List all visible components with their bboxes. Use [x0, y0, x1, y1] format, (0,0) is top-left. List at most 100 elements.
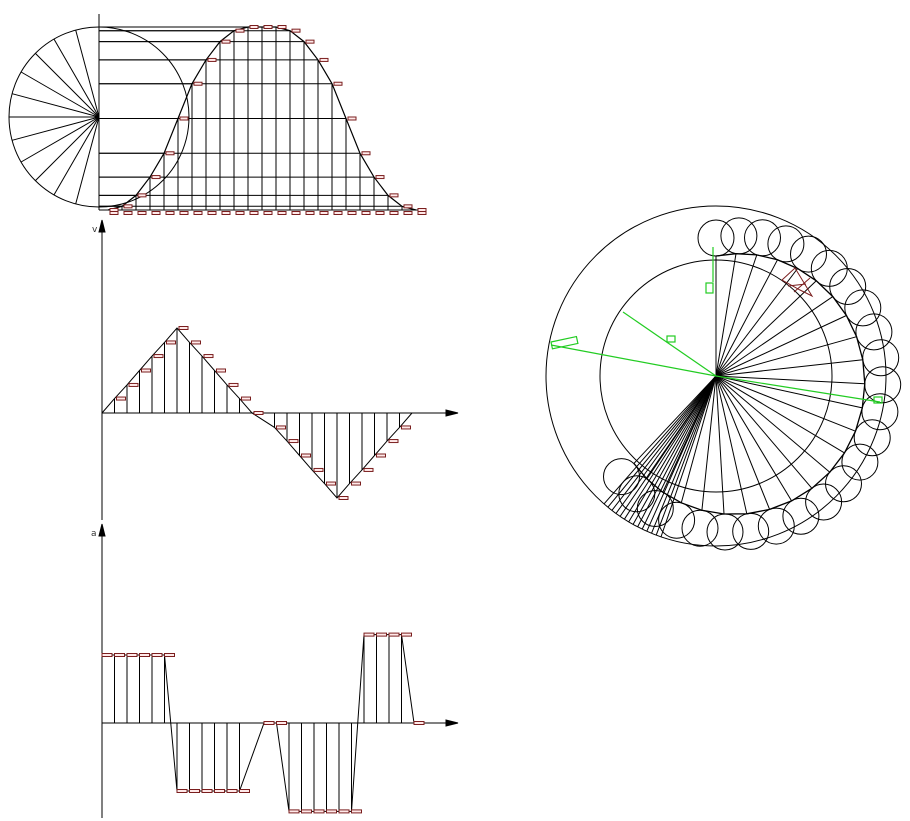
- radial-line: [715, 375, 793, 502]
- point-marker: [165, 151, 175, 156]
- radial-line: [715, 375, 725, 515]
- point-marker: [249, 25, 259, 29]
- point-marker: [389, 211, 399, 215]
- point-marker: [179, 116, 189, 121]
- radial-line: [20, 116, 100, 163]
- point-marker: [221, 39, 231, 44]
- radial-line: [651, 375, 717, 534]
- point-marker: [403, 211, 413, 215]
- point-marker: [291, 28, 301, 33]
- acceleration-axis-label: a: [91, 529, 97, 539]
- roller-circle: [855, 313, 893, 351]
- point-marker: [151, 653, 163, 657]
- radial-line: [715, 375, 845, 454]
- red-mark: [781, 267, 814, 298]
- red-detail-marks: [781, 267, 814, 298]
- point-marker: [128, 382, 139, 387]
- radial-line: [35, 53, 100, 118]
- point-marker: [305, 39, 315, 44]
- roller-circle: [825, 465, 862, 503]
- point-marker: [216, 368, 226, 373]
- radial-line: [660, 375, 717, 538]
- radial-line: [75, 29, 100, 118]
- point-marker: [403, 204, 413, 209]
- radial-line: [637, 375, 717, 528]
- displacement-diagram: [8, 14, 427, 215]
- point-marker: [207, 57, 217, 62]
- point-marker: [263, 721, 275, 725]
- outer-circle: [545, 205, 887, 547]
- point-marker: [326, 809, 337, 814]
- radial-line: [715, 253, 737, 377]
- follower-rollers: [603, 217, 902, 551]
- radial-line: [53, 116, 100, 196]
- velocity-markers: [116, 326, 411, 500]
- roller-circle: [681, 509, 719, 547]
- point-marker: [276, 425, 286, 430]
- point-marker: [276, 721, 287, 725]
- point-marker: [207, 211, 217, 215]
- point-marker: [263, 211, 273, 215]
- point-marker: [191, 340, 201, 345]
- point-marker: [375, 211, 385, 215]
- construction-radials: [9, 27, 100, 207]
- roller-circle: [853, 419, 891, 457]
- point-marker: [363, 467, 374, 472]
- point-marker: [179, 211, 189, 215]
- point-marker: [388, 439, 399, 444]
- roller-circle: [618, 475, 656, 513]
- green-box: [873, 396, 883, 404]
- radial-line: [715, 375, 748, 514]
- acceleration-axis-arrow: [98, 523, 106, 537]
- radial-line: [715, 254, 758, 377]
- point-marker: [319, 57, 329, 62]
- radial-line: [715, 296, 834, 377]
- point-marker: [221, 211, 231, 215]
- radial-line: [75, 116, 100, 205]
- displacement-curve: [107, 26, 417, 211]
- green-construction-lines: [550, 247, 883, 404]
- acceleration-diagram: [98, 523, 459, 818]
- point-marker: [313, 809, 325, 814]
- point-marker: [333, 81, 343, 86]
- point-marker: [347, 211, 357, 215]
- point-marker: [301, 453, 311, 458]
- roller-circle: [603, 458, 640, 496]
- cam-profile-drawing: [545, 205, 902, 551]
- roller-circle: [862, 339, 900, 377]
- radial-line: [641, 375, 717, 530]
- radial-line: [633, 375, 717, 464]
- point-marker: [375, 175, 385, 180]
- acceleration-markers: [101, 632, 425, 814]
- roller-circle: [658, 501, 696, 539]
- point-marker: [288, 809, 300, 814]
- point-marker: [361, 151, 371, 156]
- roller-circle: [810, 249, 848, 287]
- point-marker: [263, 25, 273, 29]
- velocity-ordinates: [114, 328, 400, 498]
- roller-circle: [744, 219, 781, 257]
- radial-line: [611, 375, 717, 511]
- roller-circle: [636, 490, 674, 527]
- velocity-curve: [101, 327, 413, 499]
- point-marker: [235, 28, 245, 33]
- point-marker: [277, 25, 287, 29]
- point-marker: [363, 632, 375, 637]
- point-marker: [141, 368, 151, 373]
- point-marker: [228, 382, 239, 387]
- red-mark: [787, 277, 811, 293]
- point-marker: [137, 193, 147, 198]
- point-marker: [305, 211, 315, 215]
- point-marker: [189, 789, 200, 793]
- radial-line: [715, 375, 771, 510]
- velocity-diagram: [98, 219, 459, 520]
- radial-line: [715, 359, 863, 377]
- radial-line: [632, 375, 717, 525]
- point-marker: [288, 439, 299, 444]
- green-line: [622, 311, 717, 377]
- point-marker: [165, 211, 175, 215]
- acceleration-ordinates: [101, 634, 402, 812]
- point-marker: [153, 354, 164, 359]
- point-marker: [193, 81, 203, 86]
- radial-line: [680, 375, 717, 503]
